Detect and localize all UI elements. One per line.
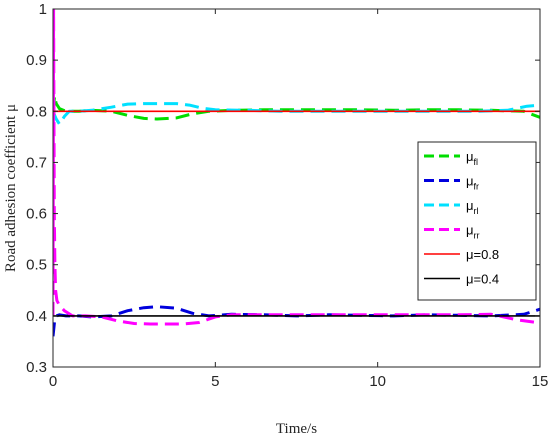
legend-label: μfr bbox=[466, 174, 479, 192]
axis-ticks: 0 5 10 15 0.3 0.4 0.5 0.6 0.7 0.8 0.9 1 bbox=[26, 1, 548, 390]
legend-label: μ=0.8 bbox=[466, 247, 499, 262]
y-tick-label: 0.7 bbox=[26, 154, 47, 171]
series-line-rr bbox=[53, 9, 540, 326]
legend-box bbox=[417, 141, 537, 301]
x-tick-label: 5 bbox=[211, 373, 219, 390]
y-tick-label: 0.5 bbox=[26, 257, 47, 274]
y-tick-label: 0.8 bbox=[26, 103, 47, 120]
x-tick-label: 10 bbox=[369, 373, 386, 390]
legend-label: μfl bbox=[466, 149, 478, 167]
legend: μfl μfr μrl μrr μ=0.8 μ=0.4 bbox=[417, 141, 537, 301]
series-layer bbox=[53, 9, 540, 337]
x-tick-label: 15 bbox=[532, 373, 549, 390]
y-tick-label: 0.3 bbox=[26, 359, 47, 376]
y-tick-label: 0.4 bbox=[26, 308, 47, 325]
x-tick-label: 0 bbox=[49, 373, 57, 390]
legend-label: μ=0.4 bbox=[466, 272, 499, 287]
x-axis-label: Time/s bbox=[276, 421, 317, 437]
y-tick-label: 0.6 bbox=[26, 206, 47, 223]
legend-label: μrr bbox=[466, 223, 480, 241]
y-tick-label: 0.9 bbox=[26, 52, 47, 69]
legend-label: μrl bbox=[466, 198, 479, 216]
y-axis-label: Road adhesion coefficient μ bbox=[3, 104, 19, 272]
series-line-fl bbox=[53, 94, 540, 121]
plot-frame bbox=[52, 8, 541, 368]
y-tick-label: 1 bbox=[39, 1, 47, 18]
